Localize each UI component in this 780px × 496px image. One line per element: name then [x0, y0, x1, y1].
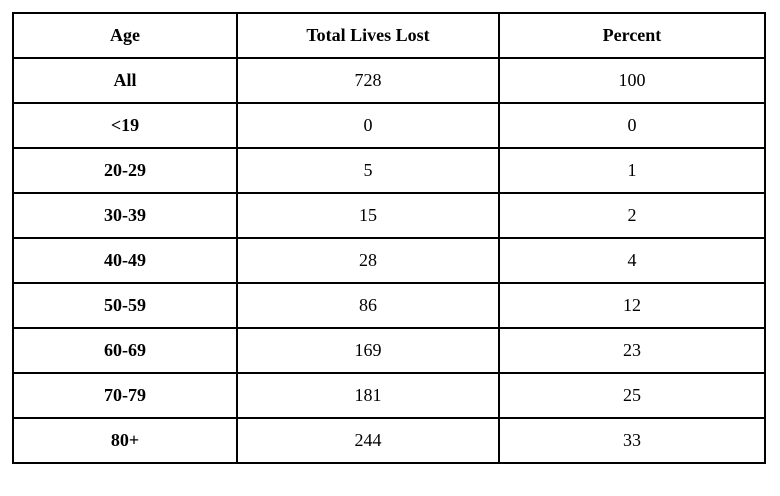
column-header-age: Age — [12, 12, 238, 59]
age-cell: 50-59 — [12, 282, 238, 329]
percent-cell: 1 — [498, 147, 766, 194]
percent-cell: 0 — [498, 102, 766, 149]
total-lives-lost-cell: 15 — [236, 192, 500, 239]
table-row: All 728 100 — [12, 57, 766, 104]
lives-lost-table-container: Age Total Lives Lost Percent All 728 100 <1… — [12, 12, 766, 464]
column-header-total-lives-lost: Total Lives Lost — [236, 12, 500, 59]
percent-cell: 4 — [498, 237, 766, 284]
total-lives-lost-cell: 181 — [236, 372, 500, 419]
total-lives-lost-cell: 169 — [236, 327, 500, 374]
total-lives-lost-cell: 86 — [236, 282, 500, 329]
total-lives-lost-cell: 0 — [236, 102, 500, 149]
percent-cell: 2 — [498, 192, 766, 239]
age-cell: All — [12, 57, 238, 104]
total-lives-lost-cell: 244 — [236, 417, 500, 464]
total-lives-lost-cell: 28 — [236, 237, 500, 284]
percent-cell: 25 — [498, 372, 766, 419]
column-header-percent: Percent — [498, 12, 766, 59]
table-header-row: Age Total Lives Lost Percent — [12, 12, 766, 59]
age-cell: 70-79 — [12, 372, 238, 419]
table-row: 40-49 28 4 — [12, 237, 766, 284]
percent-cell: 100 — [498, 57, 766, 104]
lives-lost-by-age-table: Age Total Lives Lost Percent All 728 100 <1… — [12, 12, 766, 464]
total-lives-lost-cell: 5 — [236, 147, 500, 194]
table-row: 50-59 86 12 — [12, 282, 766, 329]
table-row: 20-29 5 1 — [12, 147, 766, 194]
age-cell: 40-49 — [12, 237, 238, 284]
age-cell: 60-69 — [12, 327, 238, 374]
age-cell: <19 — [12, 102, 238, 149]
table-row: 70-79 181 25 — [12, 372, 766, 419]
total-lives-lost-cell: 728 — [236, 57, 500, 104]
percent-cell: 23 — [498, 327, 766, 374]
percent-cell: 12 — [498, 282, 766, 329]
age-cell: 30-39 — [12, 192, 238, 239]
age-cell: 20-29 — [12, 147, 238, 194]
age-cell: 80+ — [12, 417, 238, 464]
table-row: 30-39 15 2 — [12, 192, 766, 239]
table-row: 80+ 244 33 — [12, 417, 766, 464]
table-row: 60-69 169 23 — [12, 327, 766, 374]
table-row: <19 0 0 — [12, 102, 766, 149]
percent-cell: 33 — [498, 417, 766, 464]
